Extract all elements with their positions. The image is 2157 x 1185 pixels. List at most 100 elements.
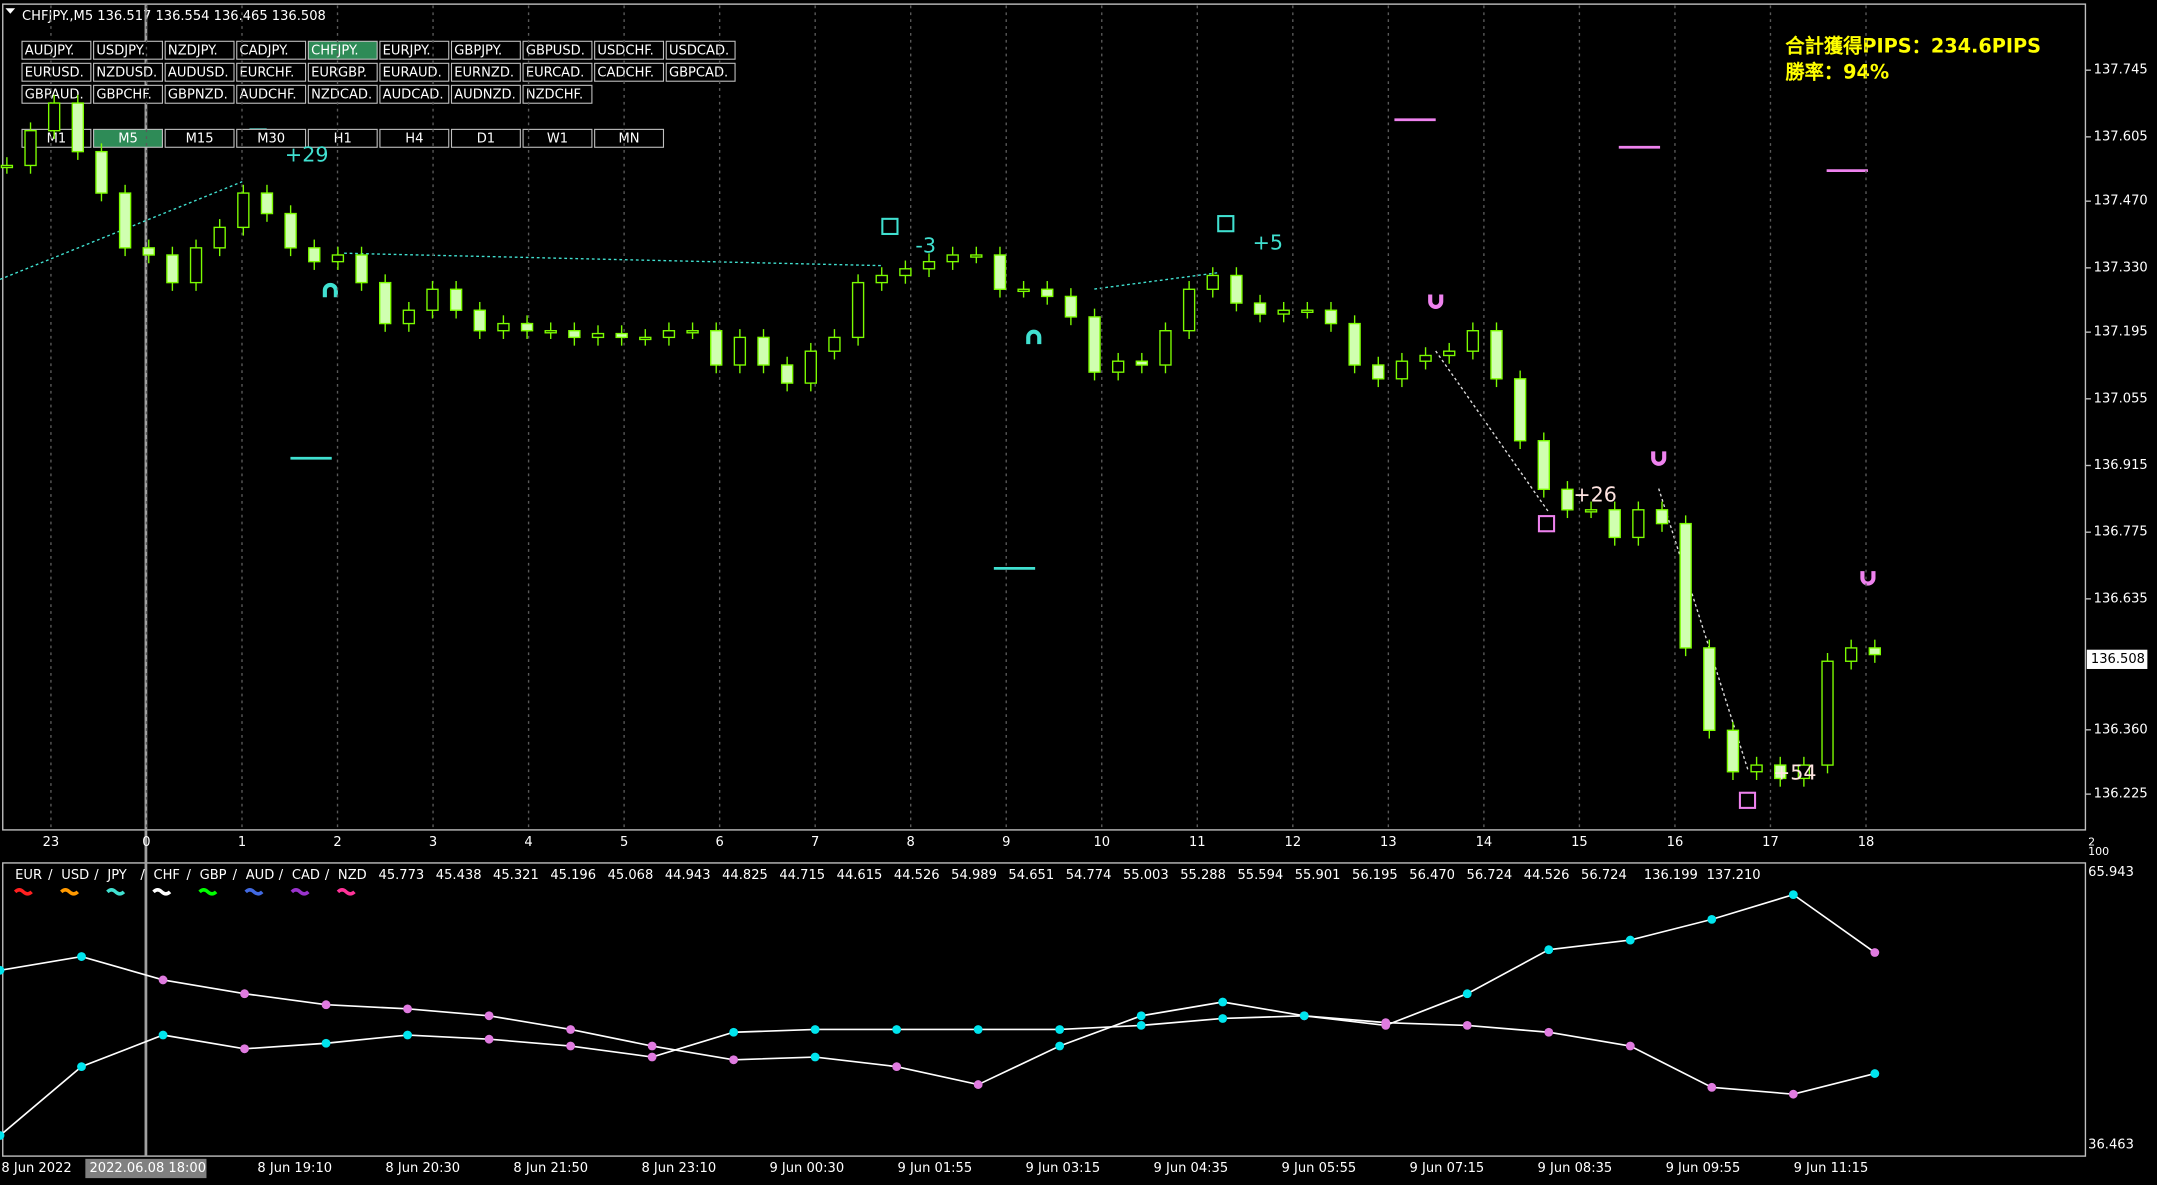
timeframe-button[interactable] bbox=[379, 128, 450, 148]
indicator-value: 45.068 bbox=[608, 868, 654, 883]
symbol-label[interactable]: GBPCAD. bbox=[669, 65, 728, 80]
symbol-label[interactable]: USDJPY. bbox=[96, 43, 145, 58]
timeframe-label[interactable]: M15 bbox=[186, 132, 214, 147]
symbol-button[interactable] bbox=[164, 84, 235, 104]
menu-arrow[interactable] bbox=[5, 8, 16, 14]
symbol-label[interactable]: EURCHF. bbox=[240, 65, 295, 80]
symbol-button[interactable] bbox=[21, 62, 92, 82]
timeframe-label[interactable]: MN bbox=[619, 132, 640, 147]
symbol-label[interactable]: GBPCHF. bbox=[96, 87, 151, 102]
symbol-button[interactable] bbox=[21, 40, 92, 60]
symbol-button[interactable] bbox=[93, 84, 163, 104]
symbol-button[interactable] bbox=[236, 40, 307, 60]
symbol-label[interactable]: CADCHF. bbox=[597, 65, 654, 80]
symbol-label[interactable]: AUDJPY. bbox=[25, 43, 74, 58]
candle bbox=[1844, 647, 1858, 662]
symbol-label[interactable]: EURNZD. bbox=[454, 65, 514, 80]
indicator-value: 44.526 bbox=[894, 868, 940, 883]
timeframe-button[interactable] bbox=[522, 128, 593, 148]
candle bbox=[71, 102, 85, 153]
symbol-button[interactable] bbox=[594, 62, 665, 82]
symbol-label[interactable]: GBPUSD. bbox=[526, 43, 585, 58]
symbol-button[interactable] bbox=[93, 62, 163, 82]
corner-label: 2 bbox=[2088, 835, 2095, 848]
symbol-button[interactable] bbox=[665, 62, 736, 82]
symbol-label[interactable]: NZDCHF. bbox=[526, 87, 583, 102]
symbol-button[interactable] bbox=[379, 84, 450, 104]
symbol-label[interactable]: CHFJPY. bbox=[311, 43, 358, 58]
symbol-label[interactable]: EURCAD. bbox=[526, 65, 585, 80]
symbol-button[interactable] bbox=[522, 84, 593, 104]
timeframe-label[interactable]: M30 bbox=[257, 132, 285, 147]
hour-label: 5 bbox=[620, 835, 628, 850]
symbol-button[interactable] bbox=[307, 40, 378, 60]
timeframe-label[interactable]: H4 bbox=[405, 132, 423, 147]
indicator-value: 44.943 bbox=[665, 868, 711, 883]
symbol-button[interactable] bbox=[379, 62, 450, 82]
symbol-label[interactable]: EURAUD. bbox=[383, 65, 442, 80]
symbol-label[interactable]: NZDJPY. bbox=[168, 43, 218, 58]
timeframe-label[interactable]: W1 bbox=[547, 132, 568, 147]
win-rate: 勝率：94% bbox=[1785, 60, 1889, 83]
symbol-label[interactable]: USDCHF. bbox=[597, 43, 653, 58]
symbol-button[interactable] bbox=[236, 62, 307, 82]
symbol-button[interactable] bbox=[164, 62, 235, 82]
candle bbox=[284, 212, 297, 249]
symbol-label[interactable]: CADJPY. bbox=[240, 43, 289, 58]
symbol-button[interactable] bbox=[307, 84, 378, 104]
price-label: 137.195 bbox=[2094, 325, 2148, 340]
hour-label: 14 bbox=[1476, 835, 1493, 850]
candle bbox=[1064, 295, 1078, 318]
symbol-label[interactable]: AUDCAD. bbox=[383, 87, 444, 102]
timeframe-button[interactable] bbox=[164, 128, 235, 148]
candle bbox=[899, 268, 912, 277]
symbol-label[interactable]: NZDCAD. bbox=[311, 87, 372, 102]
timeframe-button[interactable] bbox=[307, 128, 378, 148]
hour-label: 9 bbox=[1002, 835, 1010, 850]
timeframe-label[interactable]: M5 bbox=[118, 132, 138, 147]
symbol-button[interactable] bbox=[522, 40, 593, 60]
symbol-button[interactable] bbox=[594, 40, 665, 60]
hour-label: 17 bbox=[1762, 835, 1779, 850]
timeframe-label[interactable]: M1 bbox=[47, 132, 67, 147]
symbol-label[interactable]: USDCAD. bbox=[669, 43, 729, 58]
price-label: 137.055 bbox=[2094, 391, 2148, 406]
candle bbox=[0, 164, 14, 169]
symbol-button[interactable] bbox=[450, 84, 521, 104]
symbol-button[interactable] bbox=[379, 40, 450, 60]
timeframe-label[interactable]: H1 bbox=[334, 132, 352, 147]
timeframe-label[interactable]: D1 bbox=[477, 132, 495, 147]
symbol-label[interactable]: NZDUSD. bbox=[96, 65, 157, 80]
candle bbox=[1324, 309, 1338, 325]
timeframe-button[interactable] bbox=[450, 128, 521, 148]
symbol-label[interactable]: EURGBP. bbox=[311, 65, 367, 80]
symbol-button[interactable] bbox=[450, 62, 521, 82]
symbol-button[interactable] bbox=[93, 40, 163, 60]
candle bbox=[1821, 660, 1834, 766]
symbol-label[interactable]: EURUSD. bbox=[25, 65, 84, 80]
indicator-dot bbox=[240, 1044, 249, 1054]
indicator-dot bbox=[321, 1000, 331, 1010]
symbol-button[interactable] bbox=[307, 62, 378, 82]
candle bbox=[1159, 330, 1172, 366]
symbol-button[interactable] bbox=[665, 40, 736, 60]
symbol-label[interactable]: AUDNZD. bbox=[454, 87, 516, 102]
timeframe-button[interactable] bbox=[236, 128, 307, 148]
candle bbox=[639, 336, 652, 341]
time-label: 9 Jun 01:55 bbox=[897, 1161, 972, 1176]
symbol-button[interactable] bbox=[522, 62, 593, 82]
timeframe-button[interactable] bbox=[93, 128, 163, 148]
total-pips: 合計獲得PIPS：234.6PIPS bbox=[1785, 34, 2041, 57]
symbol-button[interactable] bbox=[164, 40, 235, 60]
timeframe-button[interactable] bbox=[594, 128, 665, 148]
symbol-button[interactable] bbox=[450, 40, 521, 60]
symbol-button[interactable] bbox=[236, 84, 307, 104]
indicator-dot bbox=[1299, 1011, 1309, 1021]
symbol-label[interactable]: AUDUSD. bbox=[168, 65, 229, 80]
legend-swatch bbox=[152, 888, 172, 896]
symbol-label[interactable]: GBPJPY. bbox=[454, 43, 502, 58]
symbol-label[interactable]: EURJPY. bbox=[383, 43, 431, 58]
indicator-dot bbox=[892, 1062, 902, 1072]
symbol-label[interactable]: GBPNZD. bbox=[168, 87, 228, 102]
symbol-label[interactable]: AUDCHF. bbox=[240, 87, 297, 102]
